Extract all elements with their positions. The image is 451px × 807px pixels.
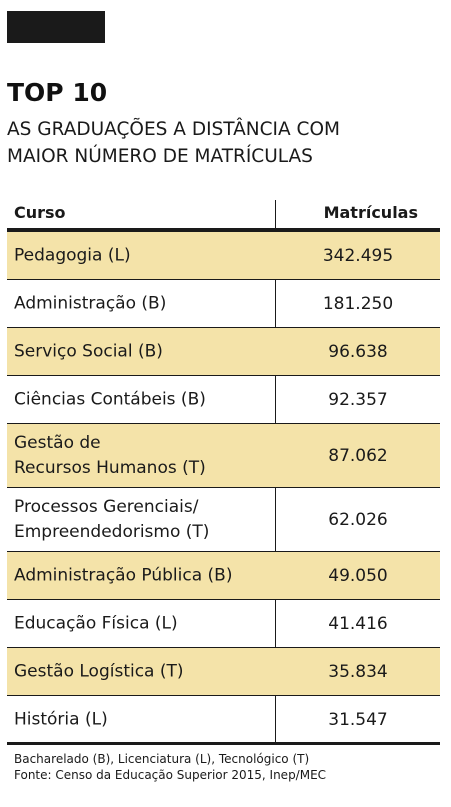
chart-subtitle: AS GRADUAÇÕES A DISTÂNCIA COM MAIOR NÚME… — [7, 116, 447, 170]
table-row: História (L) 31.547 — [7, 696, 440, 744]
table-row: Gestão Logística (T) 35.834 — [7, 648, 440, 696]
table-row: Educação Física (L) 41.416 — [7, 600, 440, 648]
matriculas-value: 41.416 — [328, 613, 388, 634]
curso-label: História (L) — [14, 709, 108, 729]
curso-label: Empreendedorismo (T) — [14, 521, 210, 542]
matriculas-value: 31.547 — [328, 709, 388, 730]
curso-label: Educação Física (L) — [14, 613, 178, 633]
table-row: Serviço Social (B) 96.638 — [7, 328, 440, 376]
curso-cell: Gestão Logística (T) — [14, 659, 272, 684]
curso-label: Pedagogia (L) — [14, 245, 131, 265]
footnotes: Bacharelado (B), Licenciatura (L), Tecno… — [14, 751, 326, 783]
curso-label: Ciências Contábeis (B) — [14, 389, 206, 409]
curso-cell: Ciências Contábeis (B) — [14, 387, 272, 412]
column-header-curso: Curso — [14, 203, 66, 222]
curso-cell: Serviço Social (B) — [14, 339, 272, 364]
table-row: Administração (B) 181.250 — [7, 280, 440, 328]
table-row: Administração Pública (B) 49.050 — [7, 552, 440, 600]
curso-cell: Administração Pública (B) — [14, 563, 272, 588]
curso-cell: Gestão de Recursos Humanos (T) — [14, 431, 272, 481]
table-row: Processos Gerenciais/Empreendedorismo (T… — [7, 488, 440, 552]
matriculas-value: 49.050 — [328, 565, 388, 586]
curso-label: Administração (B) — [14, 293, 167, 313]
matriculas-value: 87.062 — [328, 445, 388, 466]
matriculas-value: 35.834 — [328, 661, 388, 682]
curso-cell: História (L) — [14, 707, 272, 732]
table-row: Gestão de Recursos Humanos (T) 87.062 — [7, 424, 440, 488]
ranking-table: Curso Matrículas Pedagogia (L) 342.495 Adm… — [7, 200, 440, 744]
matriculas-value: 96.638 — [328, 341, 388, 362]
chart-title: TOP 10 — [7, 78, 108, 107]
table-row: Ciências Contábeis (B) 92.357 — [7, 376, 440, 424]
matriculas-value: 92.357 — [328, 389, 388, 410]
curso-label: Serviço Social (B) — [14, 341, 163, 361]
curso-label: Gestão de — [14, 432, 101, 453]
section-tab — [7, 11, 105, 43]
curso-cell: Pedagogia (L) — [14, 243, 272, 268]
matriculas-value: 62.026 — [328, 509, 388, 530]
table-row: Pedagogia (L) 342.495 — [7, 232, 440, 280]
matriculas-value: 342.495 — [322, 245, 394, 266]
curso-label: Processos Gerenciais/ — [14, 496, 199, 517]
curso-label: Administração Pública (B) — [14, 565, 233, 585]
table-body: Pedagogia (L) 342.495 Administração (B) 181… — [7, 232, 440, 744]
subtitle-line-2: MAIOR NÚMERO DE MATRÍCULAS — [7, 146, 313, 167]
legend-note: Bacharelado (B), Licenciatura (L), Tecno… — [14, 752, 310, 766]
source-note: Fonte: Censo da Educação Superior 2015, … — [14, 768, 327, 782]
curso-label: Recursos Humanos (T) — [14, 457, 206, 478]
matriculas-value: 181.250 — [322, 293, 394, 314]
curso-cell: Administração (B) — [14, 291, 272, 316]
table-header: Curso Matrículas — [7, 200, 440, 232]
bottom-rule — [7, 742, 440, 745]
subtitle-line-1: AS GRADUAÇÕES A DISTÂNCIA COM — [7, 119, 340, 140]
curso-cell: Processos Gerenciais/Empreendedorismo (T… — [14, 495, 272, 545]
curso-label: Gestão Logística (T) — [14, 661, 184, 681]
curso-cell: Educação Física (L) — [14, 611, 272, 636]
column-header-matriculas: Matrículas — [323, 203, 418, 222]
